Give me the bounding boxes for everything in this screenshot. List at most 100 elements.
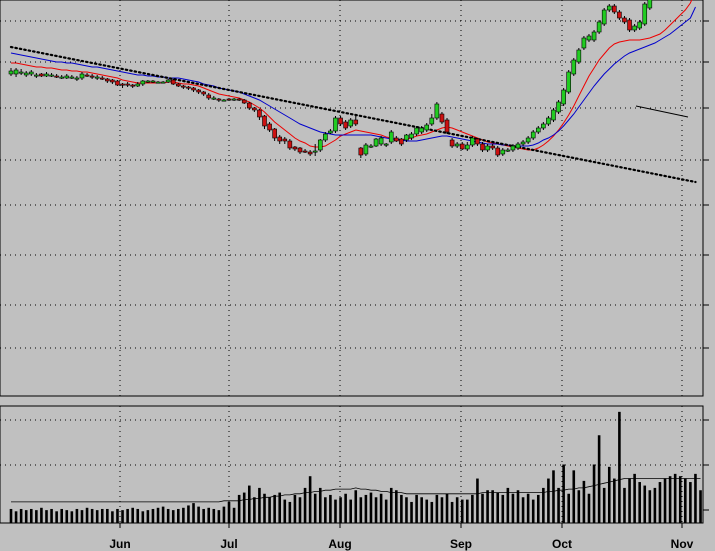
candle — [439, 112, 445, 124]
volume-bar — [303, 487, 307, 523]
candle — [317, 139, 323, 152]
volume-bar — [334, 499, 337, 523]
candle-body-down — [627, 19, 632, 31]
volume-bar — [562, 464, 565, 523]
volume-bar — [197, 506, 200, 523]
candle — [181, 85, 186, 89]
candle-body-up — [94, 76, 100, 79]
candle — [404, 134, 409, 142]
candle-body-down — [105, 78, 110, 82]
candle — [394, 136, 399, 142]
candle-body-down — [439, 113, 445, 123]
candle-body-up — [525, 137, 531, 143]
candle — [612, 4, 617, 14]
candle-body-down — [110, 79, 115, 83]
volume-bar — [182, 507, 185, 523]
candle — [302, 149, 308, 153]
volume-bar — [526, 493, 530, 523]
volume-bar — [141, 511, 145, 523]
volume-bar — [121, 510, 124, 523]
candle-body-up — [333, 117, 338, 132]
volume-bar — [29, 508, 33, 523]
volume-bar — [242, 492, 246, 523]
volume-bar — [420, 497, 423, 523]
volume-bar — [344, 493, 347, 523]
volume-bar — [187, 505, 190, 523]
candle-body-up — [44, 73, 49, 77]
candle-body-down — [282, 138, 288, 142]
volume-bar — [374, 497, 378, 523]
volume-bar — [597, 435, 601, 523]
volume-bar — [684, 478, 687, 523]
candle — [165, 79, 171, 83]
volume-bar — [628, 478, 631, 523]
candle — [155, 81, 161, 84]
candle-body-up — [8, 70, 14, 75]
candle-body-up — [424, 124, 430, 131]
candle — [69, 75, 75, 79]
candle — [39, 73, 44, 77]
volume-bar — [298, 497, 302, 523]
candle-body-up — [510, 145, 516, 151]
candle-body-up — [566, 71, 572, 93]
volume-bar — [582, 480, 586, 523]
volume-bar — [354, 490, 358, 523]
volume-bar — [50, 508, 53, 523]
volume-bar — [278, 492, 282, 523]
candle — [257, 109, 262, 120]
candle — [89, 74, 95, 79]
volume-bar — [435, 494, 439, 523]
candle — [556, 100, 561, 114]
candle — [454, 142, 460, 148]
candle — [130, 84, 135, 88]
volume-bar — [19, 508, 23, 523]
candle-body-up — [419, 127, 424, 133]
candle-body-down — [449, 139, 455, 147]
volume-bar — [136, 508, 140, 523]
candle-body-down — [120, 83, 125, 86]
candle — [444, 118, 450, 134]
candles — [8, 0, 653, 158]
x-tick-label: Aug — [328, 537, 351, 551]
candle-body-up — [74, 77, 80, 80]
volume-bar — [516, 490, 520, 523]
candle — [84, 73, 90, 77]
candle-body-up — [211, 97, 217, 100]
volume-bar — [349, 499, 352, 523]
candle-body-up — [414, 127, 419, 135]
candle — [150, 80, 156, 83]
candle — [333, 116, 338, 133]
volume-bar — [521, 497, 525, 523]
candle-body-up — [378, 137, 384, 145]
volume-bar — [557, 487, 560, 523]
volume-bar — [552, 470, 555, 523]
volume-bar — [486, 490, 489, 523]
volume-bar — [430, 501, 434, 523]
volume-bar — [440, 497, 444, 523]
candle — [28, 70, 34, 76]
candle-body-down — [186, 86, 191, 89]
volume-bar — [232, 507, 236, 523]
candle-body-down — [54, 75, 59, 78]
candle-body-up — [601, 9, 607, 25]
volume-bar — [455, 497, 459, 523]
candle — [23, 71, 29, 77]
candle — [459, 142, 465, 150]
candle-body-up — [581, 37, 587, 49]
candle-body-up — [429, 117, 435, 125]
candle — [480, 142, 485, 152]
candle — [535, 126, 541, 134]
volume-bar — [247, 485, 251, 523]
x-tick-label: Jun — [109, 537, 130, 551]
candle — [617, 10, 622, 20]
volume-bar — [177, 508, 180, 523]
candle — [434, 102, 440, 120]
volume-bar — [471, 494, 474, 523]
candle — [115, 80, 120, 86]
candle — [191, 87, 196, 92]
volume-bar — [384, 499, 388, 523]
candle — [246, 102, 252, 110]
candle-body-up — [556, 101, 561, 113]
moving-average-lines — [9, 0, 697, 184]
volume-bar — [623, 487, 626, 523]
